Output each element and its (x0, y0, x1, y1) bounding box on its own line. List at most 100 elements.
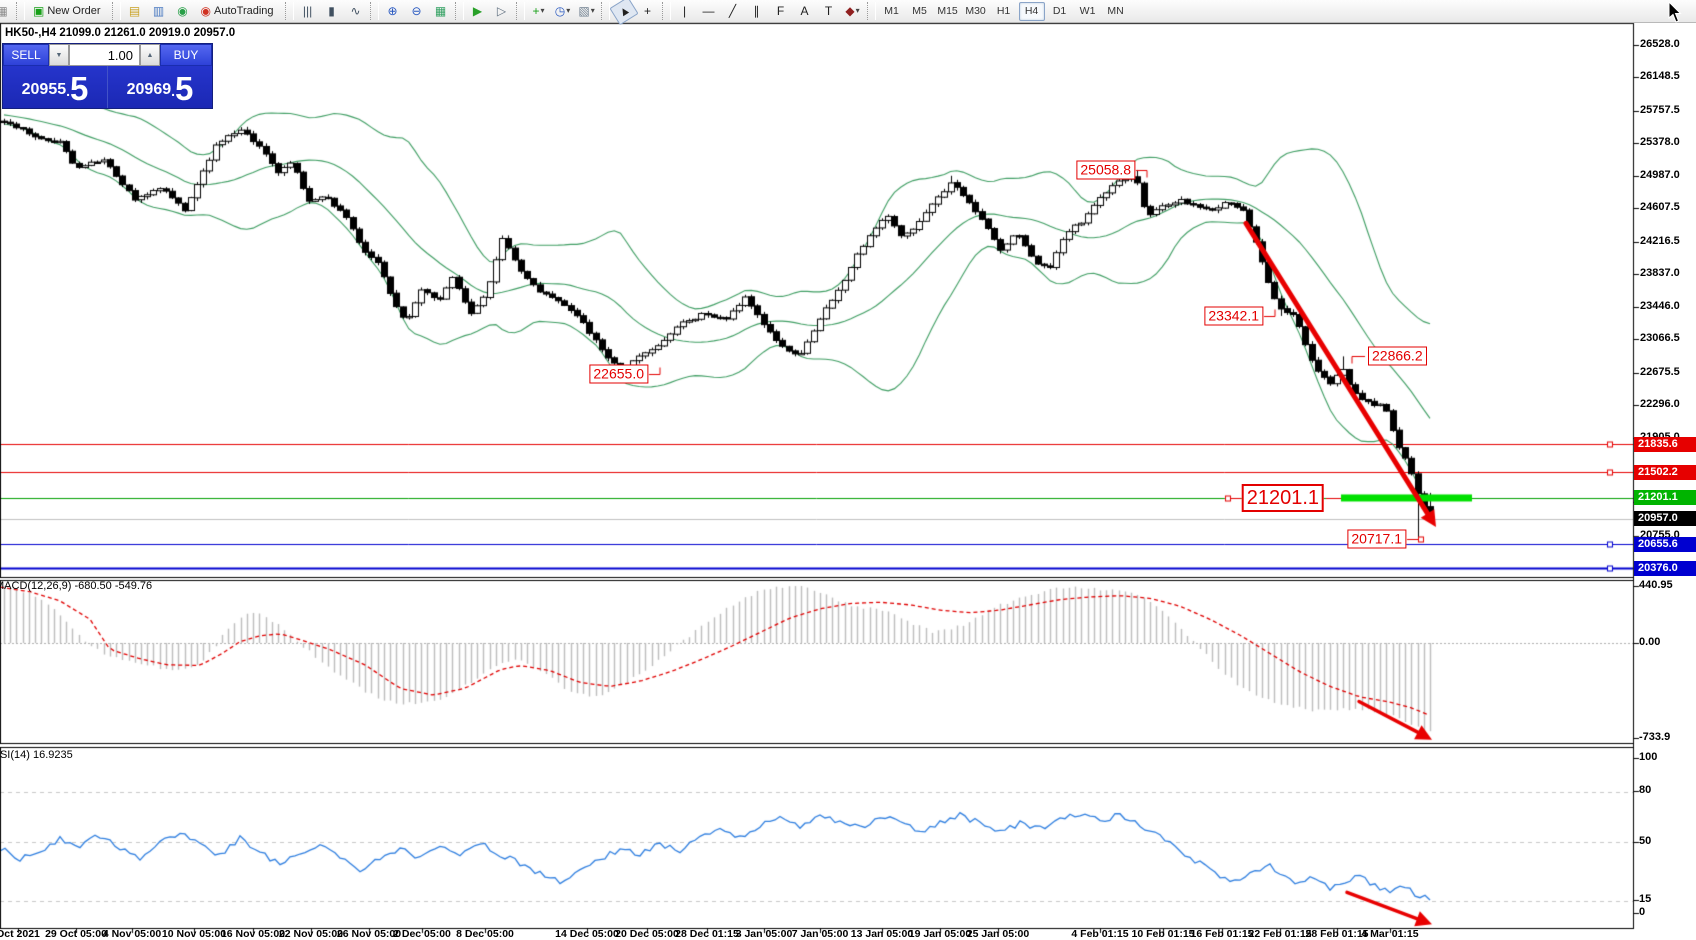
price-axis-tick: 26148.5 (1640, 70, 1680, 83)
time-axis-label: 10 Nov 05:00 (161, 928, 227, 940)
price-callout[interactable]: 21201.1 (1241, 483, 1324, 512)
candlestick-chart-icon[interactable]: ▮ (328, 4, 335, 18)
horizontal-line-icon[interactable]: — (702, 4, 715, 18)
price-axis-tick: 25378.0 (1640, 135, 1680, 148)
zoom-out-icon[interactable]: ⊖ (411, 4, 422, 18)
sell-button[interactable]: SELL (3, 44, 49, 66)
time-axis-label: 3 Jan 05:00 (735, 928, 793, 940)
time-axis-label: 14 Dec 05:00 (555, 928, 619, 940)
sell-price-frac: 5 (70, 70, 89, 107)
timeframe-m5-button[interactable]: M5 (912, 5, 927, 17)
time-axis-label: 8 Dec 05:00 (456, 928, 514, 940)
toolbar-separator (16, 2, 25, 20)
price-tag: 21201.1 (1634, 490, 1696, 506)
macd-axis-label: 0.00 (1639, 636, 1661, 648)
price-axis-tick: 24987.0 (1640, 169, 1680, 182)
indicators-icon[interactable]: + ▾ (532, 4, 545, 18)
price-axis-tick: 23446.0 (1640, 300, 1680, 313)
chart-shift-icon[interactable]: ▷ (496, 4, 507, 18)
volume-input[interactable]: 1.00 (69, 44, 140, 66)
window-chart-icon[interactable]: ▦ (0, 4, 8, 18)
rsi-axis-label: 0 (1639, 906, 1646, 918)
price-axis-tick: 26528.0 (1640, 38, 1680, 50)
buy-button[interactable]: BUY (160, 44, 212, 66)
bar-chart-icon[interactable]: ||| (302, 4, 313, 18)
price-tag: 21502.2 (1634, 464, 1696, 480)
time-axis-label: 2 Dec 05:00 (393, 928, 451, 940)
timeframe-d1-button[interactable]: D1 (1052, 5, 1067, 17)
time-axis-label: 4 Nov 05:00 (102, 928, 162, 940)
autotrading-button[interactable]: ◉ AutoTrading (197, 1, 281, 21)
one-click-trade-panel: SELL ▼ 1.00 ▲ BUY 20955. 5 20969. 5 (2, 43, 213, 109)
timeframe-m15-button[interactable]: M15 (937, 5, 958, 17)
macd-name: MACD(12,26,9) (0, 580, 72, 592)
cursor-icon[interactable]: ▲ (608, 0, 639, 26)
toolbar-separator (661, 2, 671, 20)
buy-price[interactable]: 20969. 5 (108, 66, 212, 108)
time-axis-label: 4 Feb 01:15 (1071, 928, 1129, 940)
new-order-label: New Order (47, 5, 101, 17)
trendline-icon[interactable]: ╱ (728, 4, 737, 18)
price-tag: 20957.0 (1634, 511, 1696, 527)
timeframe-h1-button[interactable]: H1 (996, 5, 1011, 17)
timeframe-w1-button[interactable]: W1 (1079, 5, 1096, 17)
autotrading-icon: ◉ (200, 4, 212, 18)
periods-icon[interactable]: ◷ ▾ (554, 4, 571, 18)
macd-values: -680.50 -549.76 (74, 580, 153, 592)
rsi-axis-label: 80 (1639, 784, 1652, 796)
toolbar: ▦ ▣ New Order ▤ ▥ ◉ ◉ AutoTrading ||| ▮ ∿ ⊕ ⊖ ▦ ▶ ▷ + ▾ ◷ ▾… (0, 0, 1696, 26)
price-callout[interactable]: 23342.1 (1204, 306, 1263, 326)
arrows-icon[interactable]: ◆ ▾ (845, 4, 860, 18)
rsi-label: RSI(14) 16.9235 (0, 749, 73, 761)
buy-price-frac: 5 (175, 70, 194, 107)
templates-dropdown-icon[interactable]: ▾ (590, 6, 595, 15)
auto-scroll-icon[interactable]: ▶ (472, 4, 483, 18)
new-order-button[interactable]: ▣ New Order (29, 1, 108, 21)
volume-decrease-button[interactable]: ▼ (49, 44, 69, 66)
toolbar-separator (454, 2, 464, 20)
vertical-line-icon[interactable]: | (682, 4, 687, 18)
price-callout[interactable]: 22655.0 (589, 364, 648, 384)
rsi-name: RSI(14) (0, 749, 30, 761)
arrows-dropdown-icon[interactable]: ▾ (855, 6, 860, 15)
timeframe-m30-button[interactable]: M30 (965, 5, 986, 17)
zoom-in-icon[interactable]: ⊕ (387, 4, 398, 18)
rsi-axis-label: 100 (1639, 751, 1658, 763)
toolbar-separator (515, 2, 525, 20)
timeframe-h4-button[interactable]: H4 (1018, 1, 1045, 21)
periods-dropdown-icon[interactable]: ▾ (566, 6, 571, 15)
timeframe-mn-button[interactable]: MN (1107, 5, 1124, 17)
tile-windows-icon[interactable]: ▦ (434, 4, 447, 18)
sell-price-dot: . (66, 83, 71, 99)
time-axis-label: 25 Jan 05:00 (966, 928, 1030, 940)
price-tag: 21835.6 (1634, 436, 1696, 452)
price-axis-tick: 25757.5 (1640, 103, 1680, 116)
text-icon[interactable]: A (800, 4, 809, 18)
price-callout[interactable]: 22866.2 (1368, 346, 1427, 366)
crosshair-icon[interactable]: + (644, 4, 652, 18)
profiles-icon[interactable]: ▤ (128, 4, 141, 18)
timeframe-m1-button[interactable]: M1 (884, 5, 899, 17)
line-chart-icon[interactable]: ∿ (350, 4, 361, 18)
time-axis-label: 7 Jan 05:00 (791, 928, 849, 940)
fibonacci-icon[interactable]: F (776, 4, 785, 18)
signals-icon[interactable]: ◉ (177, 4, 188, 18)
price-callout[interactable]: 20717.1 (1347, 529, 1406, 549)
sell-price[interactable]: 20955. 5 (3, 66, 107, 108)
text-label-icon[interactable]: T (824, 4, 833, 18)
price-axis-tick: 23066.5 (1640, 332, 1680, 345)
time-axis-label: 22 Feb 01:15 (1248, 928, 1312, 940)
terminals-icon[interactable]: ▥ (152, 4, 165, 18)
templates-icon[interactable]: ▧ ▾ (578, 4, 595, 18)
indicators-dropdown-icon[interactable]: ▾ (540, 6, 545, 15)
volume-increase-button[interactable]: ▲ (140, 44, 160, 66)
price-callout[interactable]: 25058.8 (1076, 160, 1135, 180)
time-axis-label: 10 Feb 01:15 (1131, 928, 1195, 940)
autotrading-label: AutoTrading (214, 5, 274, 17)
price-tag: 20655.6 (1634, 536, 1696, 552)
toolbar-separator (866, 2, 876, 20)
equidistant-channel-icon[interactable]: ∥ (753, 4, 760, 18)
